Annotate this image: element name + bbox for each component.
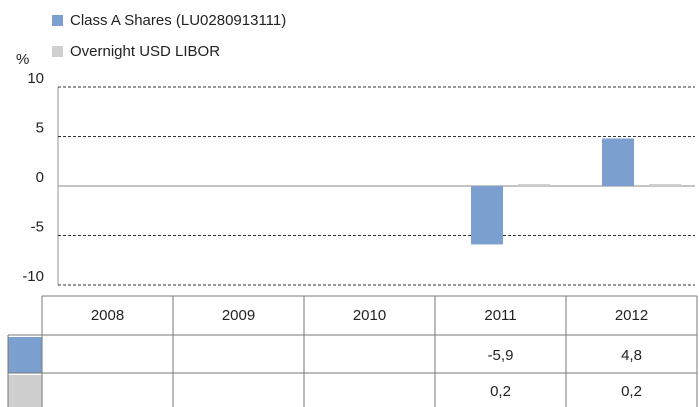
legend-label: Overnight USD LIBOR (70, 43, 220, 60)
x-tick-label: 2009 (222, 307, 255, 324)
y-tick-label: 10 (27, 70, 44, 87)
y-tick-label: -5 (31, 218, 44, 235)
y-tick-label: 0 (36, 169, 44, 186)
y-tick-label: 5 (36, 119, 44, 136)
table-value: -5,9 (488, 347, 514, 364)
table-swatch (8, 337, 42, 373)
legend-swatch (52, 46, 63, 57)
table-value: 0,2 (490, 383, 511, 400)
x-tick-label: 2008 (91, 307, 124, 324)
legend-label: Class A Shares (LU0280913111) (70, 12, 286, 29)
bar (518, 184, 550, 186)
x-tick-label: 2012 (615, 307, 648, 324)
legend-swatch (52, 15, 63, 26)
y-axis-label: % (16, 51, 29, 68)
x-tick-label: 2010 (353, 307, 386, 324)
bar (471, 186, 503, 245)
y-tick-label: -10 (22, 268, 44, 285)
bar (602, 138, 634, 186)
bar (649, 184, 681, 186)
table-value: 4,8 (621, 347, 642, 364)
x-tick-label: 2011 (484, 307, 516, 324)
table-value: 0,2 (621, 383, 642, 400)
table-swatch (8, 375, 42, 407)
